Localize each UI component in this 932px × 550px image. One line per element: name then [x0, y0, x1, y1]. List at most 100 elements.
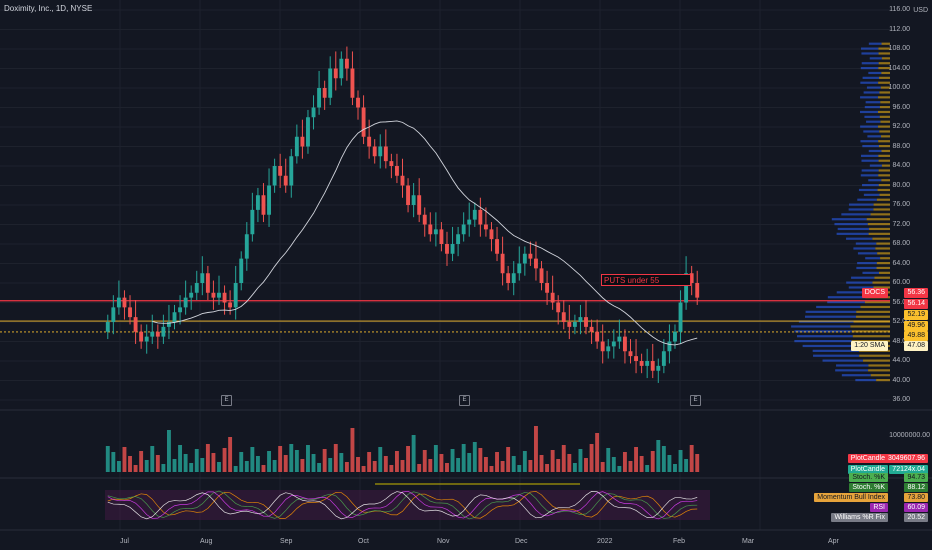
- volume-bar: [228, 437, 233, 472]
- volume-profile-bar: [877, 252, 890, 255]
- indicator-series: [107, 490, 698, 520]
- candle-body: [311, 107, 316, 118]
- volume-bar: [445, 463, 449, 472]
- volume-profile-bar: [802, 344, 856, 348]
- volume-bar: [322, 449, 327, 472]
- volume-profile-bar: [875, 247, 890, 250]
- volume-profile-bar: [878, 169, 890, 172]
- volume-bar: [467, 453, 472, 472]
- volume-bar: [639, 456, 644, 472]
- volume-profile-bar: [878, 62, 890, 65]
- candle-body: [600, 341, 605, 352]
- volume-profile-bar: [805, 310, 857, 313]
- volume-profile-bar: [860, 67, 879, 70]
- earnings-marker[interactable]: E: [459, 395, 470, 406]
- volume-bar: [344, 462, 349, 472]
- price-axis-tick: 72.00: [892, 220, 910, 228]
- candle-body: [545, 283, 550, 293]
- candle-body: [433, 229, 438, 235]
- annotation-box[interactable]: PUTS under 55: [601, 274, 691, 286]
- volume-profile-bar: [860, 81, 879, 84]
- volume-bar: [367, 452, 372, 472]
- earnings-marker[interactable]: E: [690, 395, 701, 406]
- candle-body: [522, 253, 527, 264]
- volume-bar: [661, 446, 666, 472]
- volume-profile-bar: [859, 354, 890, 357]
- volume-bar: [406, 446, 411, 472]
- volume-profile-bar: [796, 335, 853, 338]
- volume-profile-bar: [868, 369, 890, 372]
- candle-body: [567, 322, 572, 327]
- volume-bar: [561, 445, 566, 472]
- volume-bar: [556, 459, 561, 472]
- volume-bar: [550, 450, 555, 472]
- price-tag: 52.19: [904, 310, 928, 320]
- price-axis-tick: 64.00: [892, 259, 910, 267]
- indicator-tag: 88.12: [904, 483, 928, 492]
- volume-bar: [167, 430, 171, 472]
- volume-profile-bar: [868, 71, 882, 75]
- volume-profile-bar: [849, 203, 874, 206]
- price-axis-tick: 68.00: [892, 240, 910, 247]
- volume-profile-bar: [878, 159, 890, 162]
- candle-body: [133, 317, 138, 332]
- volume-bar: [572, 463, 577, 472]
- candle-body: [350, 68, 355, 98]
- volume-bar: [294, 450, 299, 472]
- candle-body: [684, 273, 689, 303]
- volume-profile-bar: [812, 349, 860, 352]
- volume-bar: [133, 465, 138, 472]
- volume-profile-bar: [868, 232, 890, 235]
- volume-profile-bar: [878, 52, 890, 55]
- candle-body: [589, 326, 594, 332]
- volume-bar: [278, 446, 283, 472]
- candle-body: [489, 229, 494, 240]
- volume-profile-bar: [880, 86, 890, 89]
- volume-profile-bar: [878, 110, 890, 114]
- volume-profile-bar: [878, 184, 890, 187]
- volume-profile-bar: [861, 159, 879, 162]
- volume-bar: [606, 448, 611, 472]
- candle-body: [611, 341, 616, 347]
- candle-body: [161, 326, 166, 337]
- volume-bar: [611, 457, 616, 472]
- volume-profile-bar: [866, 120, 881, 123]
- price-axis-tick: 108.00: [888, 45, 910, 52]
- volume-profile-bar: [878, 174, 890, 177]
- candle-body: [233, 283, 238, 308]
- volume-profile-bar: [869, 57, 882, 60]
- earnings-marker[interactable]: E: [221, 395, 232, 406]
- volume-profile-bar: [835, 369, 869, 372]
- candle-body: [317, 88, 322, 108]
- candle-body: [122, 297, 127, 308]
- candle-body: [116, 297, 121, 308]
- symbol-title: Doximity, Inc., 1D, NYSE: [4, 4, 93, 13]
- volume-bar: [394, 451, 399, 472]
- volume-bar: [122, 447, 127, 472]
- volume-bar: [244, 461, 249, 472]
- volume-profile-bar: [881, 149, 890, 153]
- volume-bar: [239, 452, 244, 472]
- volume-bar: [567, 454, 572, 472]
- volume-profile-bar: [874, 276, 890, 279]
- candle-body: [528, 253, 533, 259]
- candle-body: [617, 336, 622, 342]
- volume-bar: [356, 457, 360, 472]
- indicator-tag: Stoch. %K: [849, 473, 888, 482]
- volume-bar: [450, 449, 455, 472]
- volume-profile-bar: [855, 315, 890, 318]
- sma-line: [152, 120, 698, 346]
- time-axis-label: Mar: [742, 538, 755, 545]
- volume-profile-bar: [863, 193, 880, 196]
- volume-profile-bar: [880, 135, 890, 138]
- volume-bar: [461, 444, 466, 472]
- volume-bar: [217, 462, 221, 472]
- volume-profile-bar: [858, 188, 878, 192]
- volume-bar: [272, 460, 277, 472]
- indicator-tag: 73.80: [904, 493, 928, 502]
- volume-profile-bar: [841, 213, 871, 216]
- volume-bar: [600, 462, 605, 472]
- volume-bar: [194, 449, 199, 472]
